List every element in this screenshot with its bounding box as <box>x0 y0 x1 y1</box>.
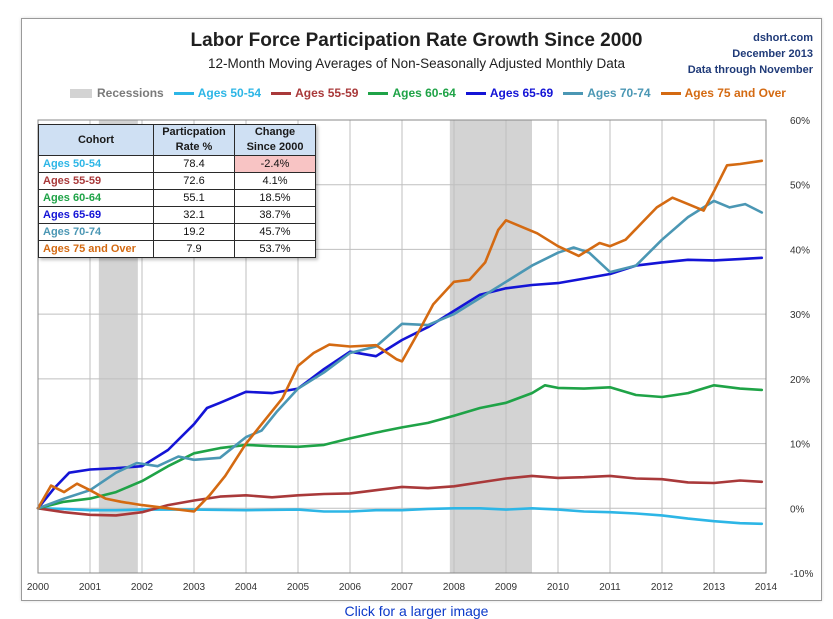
y-tick-label: 20% <box>790 375 810 386</box>
cohort-cell: Ages 70-74 <box>38 223 154 241</box>
source-site: dshort.com <box>753 32 813 44</box>
chart-subtitle: 12-Month Moving Averages of Non-Seasonal… <box>208 56 625 71</box>
source-credit: dshort.com December 2013 Data through No… <box>688 30 813 78</box>
legend-ages-55-59: Ages 55-59 <box>271 86 358 100</box>
legend-ages-60-64: Ages 60-64 <box>368 86 456 100</box>
x-tick-label: 2009 <box>495 582 518 593</box>
chart-legend: Recessions Ages 50-54 Ages 55-59 Ages 60… <box>70 86 796 100</box>
legend-label: Ages 70-74 <box>587 86 651 100</box>
x-tick-label: 2003 <box>183 582 206 593</box>
cohort-cell: Ages 50-54 <box>38 155 154 173</box>
legend-swatch <box>465 91 486 95</box>
legend-label: Ages 60-64 <box>392 86 456 100</box>
y-tick-label: 30% <box>790 310 810 321</box>
x-tick-label: 2004 <box>235 582 258 593</box>
legend-swatch <box>563 91 584 95</box>
plot-border <box>37 119 767 574</box>
series-line-ages-70-74 <box>36 199 764 510</box>
legend-label: Ages 65-69 <box>489 86 554 100</box>
cohort-cell: Ages 75 and Over <box>38 240 154 258</box>
change-cell: 18.5% <box>234 189 316 207</box>
legend-ages-70-74: Ages 70-74 <box>563 86 651 100</box>
x-tick-label: 2002 <box>131 582 154 593</box>
legend-label: Ages 75 and Over <box>684 86 786 100</box>
table-row: Ages 50-54 78.4 -2.4% <box>38 155 316 173</box>
table-row: Ages 75 and Over 7.9 53.7% <box>38 240 316 258</box>
table-row: Ages 70-74 19.2 45.7% <box>38 223 316 241</box>
x-tick-label: 2005 <box>287 582 310 593</box>
legend-label: Ages 50-54 <box>197 86 262 100</box>
larger-image-link[interactable]: Click for a larger image <box>344 603 489 619</box>
x-tick-label: 2010 <box>547 582 570 593</box>
rate-cell: 72.6 <box>153 172 235 190</box>
table-row: Ages 65-69 32.1 38.7% <box>38 206 316 224</box>
series-line-ages-75-and-over <box>36 159 764 513</box>
legend-swatch <box>271 91 292 95</box>
x-tick-label: 2006 <box>339 582 362 593</box>
change-cell: 53.7% <box>234 240 316 258</box>
recession-swatch <box>70 88 92 98</box>
rate-cell: 78.4 <box>153 155 235 173</box>
recession-band <box>449 120 532 573</box>
y-tick-label: 40% <box>790 245 810 256</box>
cohort-cell: Ages 65-69 <box>38 206 154 224</box>
x-tick-label: 2000 <box>27 582 50 593</box>
column-header-change: Change Since 2000 <box>234 124 316 156</box>
legend-ages-75-over: Ages 75 and Over <box>660 86 786 100</box>
table-row: Ages 60-64 55.1 18.5% <box>38 189 316 207</box>
y-tick-label: 10% <box>790 440 810 451</box>
summary-table: Cohort Particpation Rate % Change Since … <box>38 124 316 258</box>
y-tick-label: -10% <box>790 569 813 580</box>
legend-label: Ages 55-59 <box>295 86 359 100</box>
rate-cell: 32.1 <box>153 206 235 224</box>
legend-label: Recessions <box>97 86 164 100</box>
x-tick-label: 2014 <box>755 582 778 593</box>
cohort-cell: Ages 60-64 <box>38 189 154 207</box>
series-line-ages-65-69 <box>36 256 764 510</box>
x-tick-label: 2008 <box>443 582 466 593</box>
legend-ages-65-69: Ages 65-69 <box>465 86 554 100</box>
y-tick-label: 0% <box>790 504 805 515</box>
rate-cell: 7.9 <box>153 240 235 258</box>
rate-cell: 19.2 <box>153 223 235 241</box>
x-tick-label: 2011 <box>599 582 621 593</box>
x-tick-label: 2001 <box>79 582 102 593</box>
change-cell: 4.1% <box>234 172 316 190</box>
cohort-cell: Ages 55-59 <box>38 172 154 190</box>
column-header-rate: Particpation Rate % <box>153 124 235 156</box>
y-tick-label: 50% <box>790 181 810 192</box>
change-cell: 45.7% <box>234 223 316 241</box>
source-note: Data through November <box>687 64 813 76</box>
rate-cell: 55.1 <box>153 189 235 207</box>
source-date: December 2013 <box>732 48 813 60</box>
column-header-cohort: Cohort <box>38 124 154 156</box>
legend-recessions: Recessions <box>70 86 164 100</box>
series-line-ages-60-64 <box>36 384 764 510</box>
y-tick-label: 60% <box>790 116 810 127</box>
table-header-row: Cohort Particpation Rate % Change Since … <box>38 124 316 156</box>
x-tick-label: 2013 <box>703 582 726 593</box>
legend-ages-50-54: Ages 50-54 <box>173 86 262 100</box>
legend-swatch <box>368 91 389 95</box>
legend-swatch <box>173 91 194 95</box>
change-cell: -2.4% <box>234 155 316 173</box>
table-row: Ages 55-59 72.6 4.1% <box>38 172 316 190</box>
x-tick-label: 2007 <box>391 582 414 593</box>
legend-swatch <box>660 91 681 95</box>
chart-frame <box>21 18 822 601</box>
chart-title: Labor Force Participation Rate Growth Si… <box>190 30 643 51</box>
change-cell: 38.7% <box>234 206 316 224</box>
x-tick-label: 2012 <box>651 582 674 593</box>
